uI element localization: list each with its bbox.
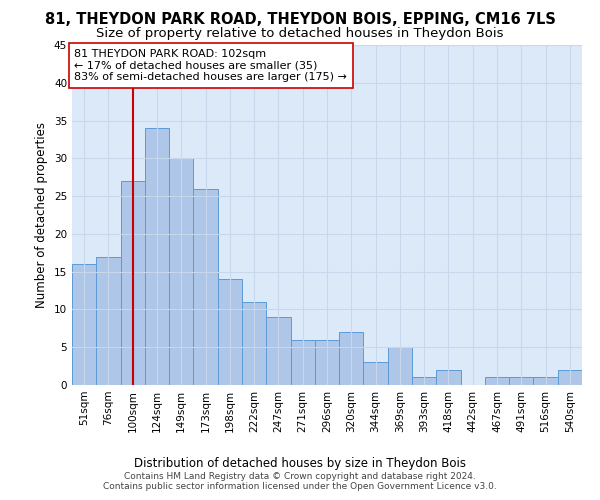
Bar: [436, 370, 461, 385]
Text: Size of property relative to detached houses in Theydon Bois: Size of property relative to detached ho…: [96, 28, 504, 40]
Y-axis label: Number of detached properties: Number of detached properties: [35, 122, 49, 308]
Bar: [558, 370, 582, 385]
Bar: [533, 378, 558, 385]
Bar: [290, 340, 315, 385]
Bar: [218, 279, 242, 385]
Bar: [315, 340, 339, 385]
Bar: [242, 302, 266, 385]
Text: Distribution of detached houses by size in Theydon Bois: Distribution of detached houses by size …: [134, 458, 466, 470]
Text: 81 THEYDON PARK ROAD: 102sqm
← 17% of detached houses are smaller (35)
83% of se: 81 THEYDON PARK ROAD: 102sqm ← 17% of de…: [74, 49, 347, 82]
Bar: [388, 347, 412, 385]
Text: Contains HM Land Registry data © Crown copyright and database right 2024.
Contai: Contains HM Land Registry data © Crown c…: [103, 472, 497, 491]
Bar: [121, 181, 145, 385]
Bar: [339, 332, 364, 385]
Bar: [412, 378, 436, 385]
Bar: [364, 362, 388, 385]
Bar: [169, 158, 193, 385]
Bar: [485, 378, 509, 385]
Bar: [145, 128, 169, 385]
Text: 81, THEYDON PARK ROAD, THEYDON BOIS, EPPING, CM16 7LS: 81, THEYDON PARK ROAD, THEYDON BOIS, EPP…: [44, 12, 556, 28]
Bar: [509, 378, 533, 385]
Bar: [266, 317, 290, 385]
Bar: [72, 264, 96, 385]
Bar: [193, 188, 218, 385]
Bar: [96, 256, 121, 385]
